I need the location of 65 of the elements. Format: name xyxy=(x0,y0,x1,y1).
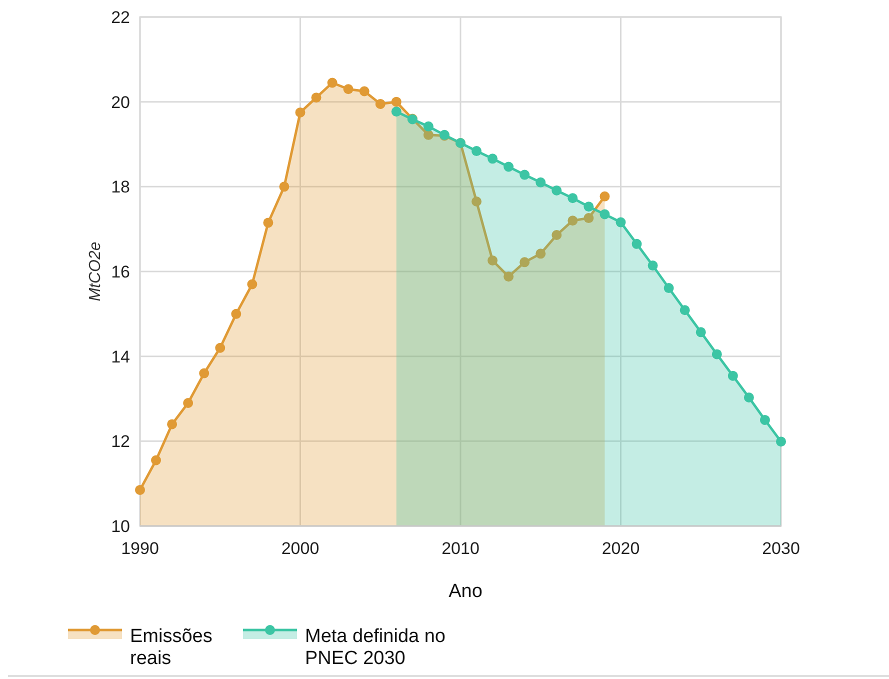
point xyxy=(600,191,610,202)
y-axis-title: MtCO2e xyxy=(87,242,104,302)
point xyxy=(568,193,578,204)
x-tick-label: 2020 xyxy=(602,539,640,558)
point xyxy=(327,78,338,88)
point xyxy=(343,84,354,94)
point xyxy=(231,308,242,319)
point xyxy=(391,106,402,117)
point xyxy=(472,196,482,207)
point xyxy=(536,248,546,259)
y-tick-label: 10 xyxy=(111,516,130,536)
point xyxy=(263,218,274,228)
point xyxy=(744,392,754,402)
x-axis-title: Ano xyxy=(448,581,482,602)
point xyxy=(728,370,738,381)
point xyxy=(552,230,562,240)
point xyxy=(167,419,178,430)
legend-label: Emissões reais xyxy=(130,626,212,669)
x-tick-label: 2000 xyxy=(281,539,320,558)
point xyxy=(247,279,258,290)
point xyxy=(664,283,674,294)
point xyxy=(632,238,642,249)
point xyxy=(423,130,434,140)
legend-label: Meta definida no PNEC 2030 xyxy=(305,626,446,669)
point xyxy=(712,349,722,360)
point xyxy=(520,257,530,268)
point xyxy=(536,177,546,188)
y-tick-label: 16 xyxy=(111,262,130,282)
point xyxy=(488,255,498,266)
point xyxy=(504,162,514,172)
point xyxy=(279,182,290,192)
point xyxy=(504,272,514,282)
point xyxy=(520,170,530,180)
y-tick-label: 22 xyxy=(111,8,130,27)
point xyxy=(552,185,562,196)
x-tick-label: 2030 xyxy=(762,539,800,558)
point xyxy=(375,98,386,109)
point xyxy=(760,414,770,425)
y-tick-label: 20 xyxy=(111,92,130,112)
point xyxy=(359,86,370,96)
point xyxy=(584,202,594,212)
x-tick-label: 1990 xyxy=(121,539,159,558)
point xyxy=(584,213,594,224)
y-tick-label: 12 xyxy=(111,432,130,452)
point xyxy=(135,484,145,495)
point xyxy=(680,305,690,316)
point xyxy=(648,260,658,271)
point xyxy=(600,209,610,220)
x-tick-label: 2010 xyxy=(442,539,480,558)
point xyxy=(488,154,498,164)
point xyxy=(151,455,162,466)
point xyxy=(199,368,210,378)
y-tick-label: 14 xyxy=(111,347,130,366)
point xyxy=(472,146,482,156)
point xyxy=(423,121,434,132)
point xyxy=(776,436,786,447)
point xyxy=(568,216,578,226)
y-tick-label: 18 xyxy=(111,178,130,197)
point xyxy=(616,217,626,228)
point xyxy=(295,107,306,118)
point xyxy=(183,398,194,408)
point xyxy=(391,96,402,107)
point xyxy=(215,342,226,353)
point xyxy=(311,92,322,103)
point xyxy=(696,327,706,338)
